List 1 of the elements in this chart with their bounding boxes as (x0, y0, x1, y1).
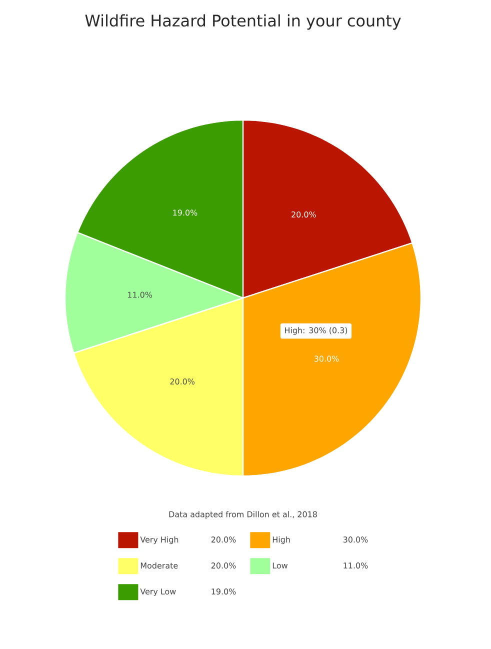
chart-title: Wildfire Hazard Potential in your county (85, 14, 401, 30)
